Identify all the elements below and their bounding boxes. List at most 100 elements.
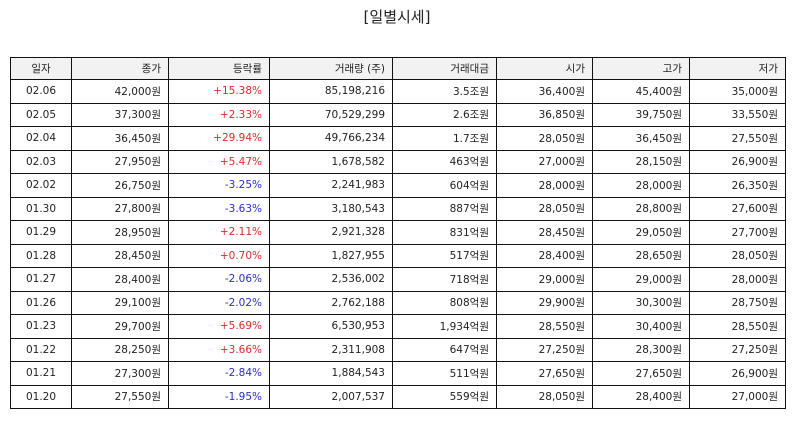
- cell-amount: 3.5조원: [393, 80, 497, 104]
- cell-low: 28,000원: [690, 268, 786, 292]
- cell-low: 27,600원: [690, 197, 786, 221]
- cell-low: 27,000원: [690, 385, 786, 409]
- column-header-date: 일자: [11, 58, 72, 80]
- cell-low: 26,350원: [690, 174, 786, 198]
- cell-high: 28,150원: [593, 150, 690, 174]
- cell-date: 01.20: [11, 385, 72, 409]
- cell-close: 29,100원: [72, 291, 169, 315]
- cell-volume: 70,529,299: [270, 103, 393, 127]
- cell-high: 45,400원: [593, 80, 690, 104]
- cell-date: 01.30: [11, 197, 72, 221]
- cell-high: 29,050원: [593, 221, 690, 245]
- table-row: 01.28 28,450원 +0.70% 1,827,955 517억원 28,400원 2…: [11, 244, 786, 268]
- cell-open: 36,400원: [497, 80, 593, 104]
- cell-high: 28,000원: [593, 174, 690, 198]
- cell-high: 27,650원: [593, 362, 690, 386]
- cell-low: 28,750원: [690, 291, 786, 315]
- table-row: 01.26 29,100원 -2.02% 2,762,188 808억원 29,900원 3…: [11, 291, 786, 315]
- cell-low: 26,900원: [690, 362, 786, 386]
- cell-amount: 1.7조원: [393, 127, 497, 151]
- table-row: 01.29 28,950원 +2.11% 2,921,328 831억원 28,450원 2…: [11, 221, 786, 245]
- cell-date: 01.28: [11, 244, 72, 268]
- cell-amount: 463억원: [393, 150, 497, 174]
- table-row: 01.23 29,700원 +5.69% 6,530,953 1,934억원 28,550…: [11, 315, 786, 339]
- page-title: [일별시세]: [0, 6, 794, 27]
- cell-change: -1.95%: [169, 385, 270, 409]
- table-row: 01.30 27,800원 -3.63% 3,180,543 887억원 28,050원 2…: [11, 197, 786, 221]
- cell-low: 35,000원: [690, 80, 786, 104]
- table-row: 01.20 27,550원 -1.95% 2,007,537 559억원 28,050원 2…: [11, 385, 786, 409]
- cell-low: 26,900원: [690, 150, 786, 174]
- cell-close: 28,250원: [72, 338, 169, 362]
- column-header-change: 등락률: [169, 58, 270, 80]
- cell-change: +5.47%: [169, 150, 270, 174]
- table-row: 02.03 27,950원 +5.47% 1,678,582 463억원 27,000원 2…: [11, 150, 786, 174]
- cell-high: 39,750원: [593, 103, 690, 127]
- cell-change: -3.63%: [169, 197, 270, 221]
- cell-close: 29,700원: [72, 315, 169, 339]
- cell-volume: 2,007,537: [270, 385, 393, 409]
- cell-volume: 2,762,188: [270, 291, 393, 315]
- column-header-volume: 거래량 (주): [270, 58, 393, 80]
- cell-high: 30,400원: [593, 315, 690, 339]
- cell-volume: 2,311,908: [270, 338, 393, 362]
- cell-open: 28,050원: [497, 385, 593, 409]
- cell-close: 27,300원: [72, 362, 169, 386]
- table-row: 02.02 26,750원 -3.25% 2,241,983 604억원 28,000원 2…: [11, 174, 786, 198]
- cell-date: 01.27: [11, 268, 72, 292]
- cell-high: 28,300원: [593, 338, 690, 362]
- cell-open: 28,400원: [497, 244, 593, 268]
- cell-date: 02.04: [11, 127, 72, 151]
- cell-amount: 604억원: [393, 174, 497, 198]
- cell-close: 28,950원: [72, 221, 169, 245]
- cell-amount: 647억원: [393, 338, 497, 362]
- cell-high: 28,650원: [593, 244, 690, 268]
- cell-amount: 808억원: [393, 291, 497, 315]
- cell-open: 29,000원: [497, 268, 593, 292]
- cell-close: 27,950원: [72, 150, 169, 174]
- cell-low: 27,550원: [690, 127, 786, 151]
- cell-open: 27,000원: [497, 150, 593, 174]
- cell-volume: 2,241,983: [270, 174, 393, 198]
- cell-close: 42,000원: [72, 80, 169, 104]
- column-header-amount: 거래대금: [393, 58, 497, 80]
- cell-date: 01.29: [11, 221, 72, 245]
- table-row: 01.27 28,400원 -2.06% 2,536,002 718억원 29,000원 2…: [11, 268, 786, 292]
- table-row: 01.22 28,250원 +3.66% 2,311,908 647억원 27,250원 2…: [11, 338, 786, 362]
- cell-open: 28,550원: [497, 315, 593, 339]
- cell-close: 27,800원: [72, 197, 169, 221]
- cell-change: +2.11%: [169, 221, 270, 245]
- cell-open: 29,900원: [497, 291, 593, 315]
- cell-change: -2.02%: [169, 291, 270, 315]
- table-body: 02.06 42,000원 +15.38% 85,198,216 3.5조원 36,400…: [11, 80, 786, 409]
- cell-close: 37,300원: [72, 103, 169, 127]
- daily-price-table: 일자 종가 등락률 거래량 (주) 거래대금 시가 고가 저가 02.06 42,…: [10, 57, 786, 409]
- cell-close: 27,550원: [72, 385, 169, 409]
- cell-amount: 718억원: [393, 268, 497, 292]
- cell-volume: 85,198,216: [270, 80, 393, 104]
- column-header-open: 시가: [497, 58, 593, 80]
- cell-close: 28,400원: [72, 268, 169, 292]
- cell-date: 01.21: [11, 362, 72, 386]
- cell-volume: 1,678,582: [270, 150, 393, 174]
- cell-date: 02.05: [11, 103, 72, 127]
- cell-change: +2.33%: [169, 103, 270, 127]
- cell-close: 36,450원: [72, 127, 169, 151]
- cell-close: 28,450원: [72, 244, 169, 268]
- cell-amount: 511억원: [393, 362, 497, 386]
- cell-change: -2.06%: [169, 268, 270, 292]
- cell-open: 28,050원: [497, 127, 593, 151]
- table-row: 02.05 37,300원 +2.33% 70,529,299 2.6조원 36,850원…: [11, 103, 786, 127]
- table-row: 01.21 27,300원 -2.84% 1,884,543 511억원 27,650원 2…: [11, 362, 786, 386]
- cell-open: 28,000원: [497, 174, 593, 198]
- cell-low: 33,550원: [690, 103, 786, 127]
- cell-amount: 831억원: [393, 221, 497, 245]
- column-header-high: 고가: [593, 58, 690, 80]
- cell-open: 27,250원: [497, 338, 593, 362]
- cell-low: 27,250원: [690, 338, 786, 362]
- cell-volume: 1,827,955: [270, 244, 393, 268]
- cell-high: 29,000원: [593, 268, 690, 292]
- table-row: 02.06 42,000원 +15.38% 85,198,216 3.5조원 36,400…: [11, 80, 786, 104]
- cell-change: +3.66%: [169, 338, 270, 362]
- cell-high: 36,450원: [593, 127, 690, 151]
